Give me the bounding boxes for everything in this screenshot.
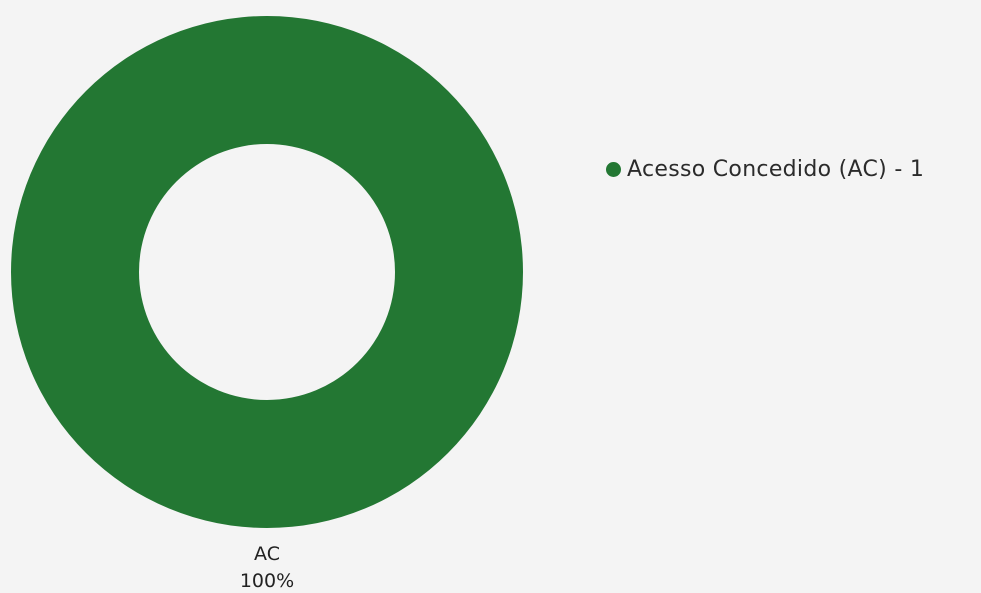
legend-label-ac: Acesso Concedido (AC) - 1 <box>627 157 925 182</box>
slices-layer <box>11 16 523 528</box>
legend-swatch-ac <box>606 162 621 177</box>
legend: Acesso Concedido (AC) - 1 <box>606 157 924 182</box>
donut-slice-ac[interactable] <box>11 16 523 528</box>
slice-label-ac: AC <box>254 543 280 565</box>
slice-percent-ac: 100% <box>240 570 294 592</box>
slice-labels: AC 100% <box>240 543 294 592</box>
